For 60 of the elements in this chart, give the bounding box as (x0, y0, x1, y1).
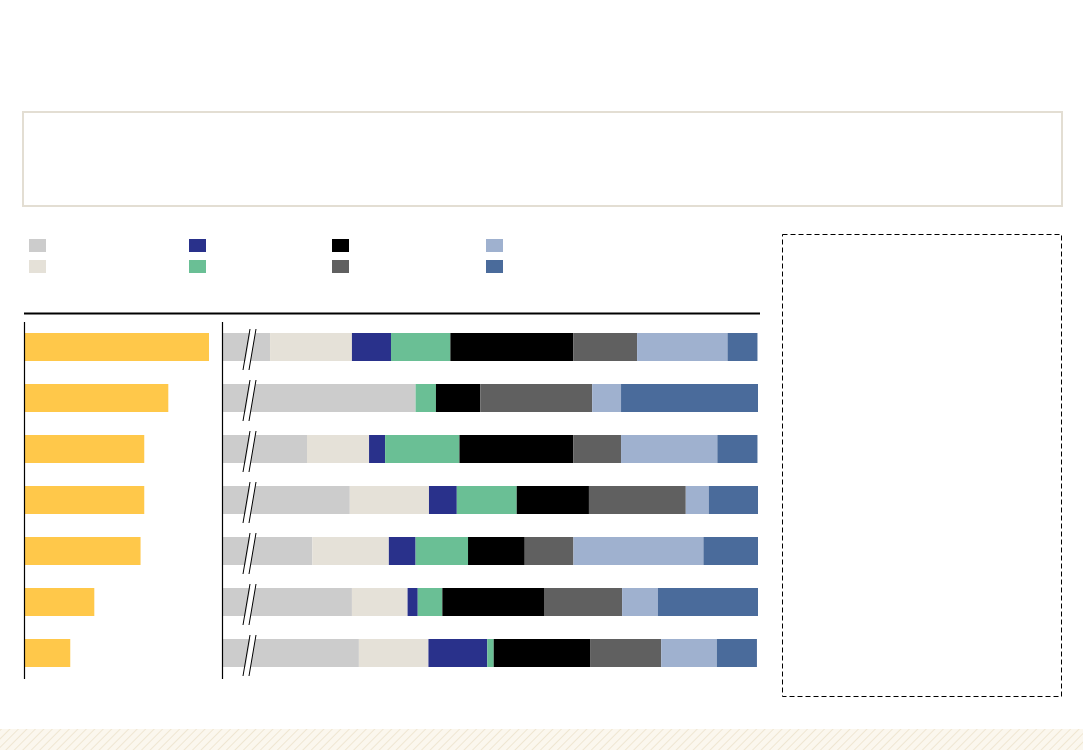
bar (456, 486, 517, 514)
bar (223, 384, 416, 412)
bar (480, 384, 593, 412)
bar (573, 537, 704, 565)
bar (544, 588, 623, 616)
bar (312, 537, 389, 565)
bar (385, 435, 460, 463)
bar (716, 639, 757, 667)
bar (727, 333, 758, 361)
bar (390, 333, 451, 361)
bar (590, 639, 662, 667)
bar (468, 537, 525, 565)
bar (592, 384, 622, 412)
bar (407, 588, 418, 616)
bar (351, 588, 408, 616)
bar (708, 486, 758, 514)
bar (703, 537, 758, 565)
bar (442, 588, 544, 616)
bar (622, 588, 658, 616)
bar (524, 537, 574, 565)
bar (351, 333, 391, 361)
bar (223, 537, 313, 565)
bar (661, 639, 717, 667)
bar (428, 486, 457, 514)
bar (621, 384, 758, 412)
bar (223, 639, 359, 667)
bar (573, 435, 622, 463)
bar (415, 384, 436, 412)
bar (388, 537, 416, 565)
bar (223, 486, 350, 514)
bar (24, 588, 95, 616)
bar (369, 435, 386, 463)
bar (588, 486, 686, 514)
bar (450, 333, 574, 361)
bar (435, 384, 481, 412)
bar (24, 435, 145, 463)
bar (685, 486, 709, 514)
bar (415, 537, 469, 565)
bar (621, 435, 718, 463)
bar (223, 435, 307, 463)
bar (307, 435, 370, 463)
bar (349, 486, 429, 514)
bar (24, 384, 169, 412)
bar (493, 639, 591, 667)
bar (223, 588, 352, 616)
bar (428, 639, 488, 667)
bar (24, 333, 209, 361)
bar (487, 639, 494, 667)
bar (358, 639, 429, 667)
bar (24, 639, 71, 667)
bar (417, 588, 443, 616)
bar (516, 486, 589, 514)
bar (717, 435, 758, 463)
bar (637, 333, 728, 361)
bar (270, 333, 352, 361)
bar (459, 435, 574, 463)
bar (573, 333, 638, 361)
bar (24, 537, 141, 565)
bar (24, 486, 145, 514)
bar (657, 588, 758, 616)
